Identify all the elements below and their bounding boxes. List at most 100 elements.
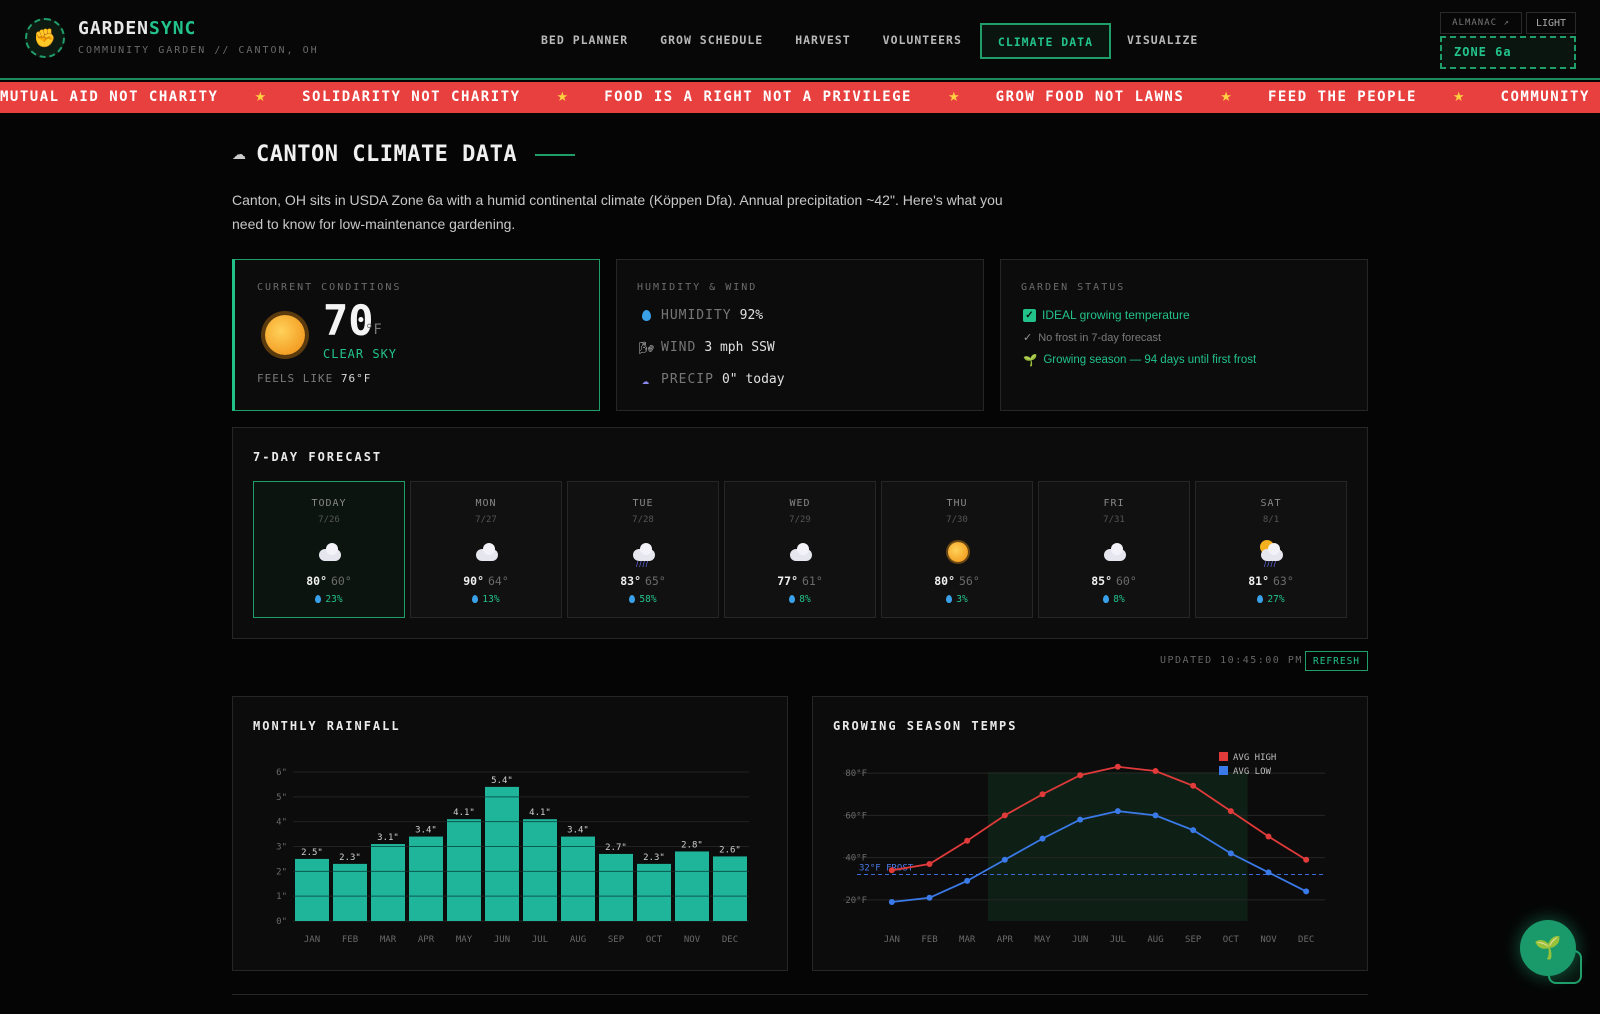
forecast-precip-value: 13%	[482, 594, 500, 605]
x-tick-label: SEP	[1185, 935, 1202, 945]
data-point[interactable]	[1265, 869, 1272, 876]
forecast-date: 7/28	[632, 515, 654, 525]
cloud-wind-icon: ☁	[232, 146, 246, 162]
forecast-high: 80°	[934, 574, 955, 588]
bar[interactable]	[295, 858, 329, 921]
brand-name[interactable]: GARDENSYNC	[78, 18, 196, 39]
forecast-day[interactable]: FRI 7/31 85° 60° 8%	[1038, 481, 1190, 618]
bar-value-label: 2.7"	[605, 843, 627, 853]
forecast-day-name: SAT	[1260, 498, 1282, 509]
data-point[interactable]	[1190, 782, 1197, 789]
forecast-date: 7/30	[946, 515, 968, 525]
bar-value-label: 3.4"	[415, 826, 437, 836]
data-point[interactable]	[1303, 856, 1310, 863]
bar[interactable]	[599, 853, 633, 921]
bar[interactable]	[561, 836, 595, 921]
forecast-day[interactable]: MON 7/27 90° 64° 13%	[410, 481, 562, 618]
forecast-day[interactable]: THU 7/30 80° 56° 3%	[881, 481, 1033, 618]
status-row-temp: ✓ IDEAL growing temperature	[1023, 308, 1190, 322]
garden-status-card: GARDEN STATUS ✓ IDEAL growing temperatur…	[1000, 259, 1368, 411]
x-tick-label: MAY	[456, 935, 473, 945]
bar[interactable]	[637, 863, 671, 921]
forecast-temps: 80° 60°	[254, 574, 404, 588]
data-point[interactable]	[964, 837, 971, 844]
data-point[interactable]	[888, 867, 895, 874]
y-tick-label: 5"	[276, 793, 287, 803]
forecast-precip: 23%	[254, 594, 404, 605]
raised-fist-icon[interactable]: ✊	[25, 18, 65, 58]
bar[interactable]	[523, 819, 557, 921]
sun-icon	[944, 540, 972, 564]
forecast-temps: 85° 60°	[1039, 574, 1189, 588]
forecast-day[interactable]: TODAY 7/26 80° 60° 23%	[253, 481, 405, 618]
ticker-track: MUTUAL AID NOT CHARITY ★ SOLIDARITY NOT CH…	[0, 89, 1600, 105]
forecast-day[interactable]: WED 7/29 77° 61° 8%	[724, 481, 876, 618]
droplet-icon	[639, 309, 653, 323]
data-point[interactable]	[1039, 835, 1046, 842]
y-tick-label: 60°F	[845, 811, 867, 821]
legend-swatch	[1219, 752, 1228, 761]
data-point[interactable]	[1001, 856, 1008, 863]
forecast-temps: 90° 64°	[411, 574, 561, 588]
x-tick-label: FEB	[342, 935, 358, 945]
cloud-icon	[316, 540, 344, 564]
nav-item-harvest[interactable]: HARVEST	[795, 33, 851, 47]
forecast-day-name: TODAY	[311, 498, 347, 509]
status-row-season: 🌱 Growing season — 94 days until first f…	[1023, 353, 1256, 367]
data-point[interactable]	[1001, 812, 1008, 819]
data-point[interactable]	[1077, 772, 1084, 779]
data-point[interactable]	[926, 860, 933, 867]
data-point[interactable]	[1039, 791, 1046, 798]
data-point[interactable]	[888, 898, 895, 905]
nav-item-grow-schedule[interactable]: GROW SCHEDULE	[660, 33, 764, 47]
data-point[interactable]	[964, 877, 971, 884]
forecast-date: 7/31	[1103, 515, 1125, 525]
bar[interactable]	[409, 836, 443, 921]
forecast-day-name: MON	[475, 498, 497, 509]
bar[interactable]	[371, 844, 405, 921]
data-point[interactable]	[1152, 768, 1159, 775]
droplet-icon	[789, 595, 796, 603]
seedling-fab-button[interactable]: 🌱	[1520, 920, 1576, 976]
card-label: HUMIDITY & WIND	[637, 282, 758, 293]
bar[interactable]	[713, 856, 747, 921]
brand-subtitle: COMMUNITY GARDEN // CANTON, OH	[78, 45, 319, 56]
data-point[interactable]	[1303, 888, 1310, 895]
nav-item-visualize[interactable]: VISUALIZE	[1127, 33, 1199, 47]
forecast-day[interactable]: TUE 7/28 //// 83° 65° 58%	[567, 481, 719, 618]
star-icon: ★	[254, 89, 267, 104]
nav-item-bed-planner[interactable]: BED PLANNER	[541, 33, 629, 47]
data-point[interactable]	[1077, 816, 1084, 823]
x-tick-label: AUG	[1147, 935, 1163, 945]
bar[interactable]	[447, 819, 481, 921]
zone-badge[interactable]: ZONE 6a	[1440, 36, 1576, 69]
legend-swatch	[1219, 766, 1228, 775]
growing-season-band	[988, 772, 1248, 921]
data-point[interactable]	[1190, 827, 1197, 834]
page-title: ☁ CANTON CLIMATE DATA	[232, 142, 576, 167]
forecast-day-name: THU	[946, 498, 968, 509]
data-point[interactable]	[1227, 808, 1234, 815]
bar[interactable]	[333, 863, 367, 921]
bar[interactable]	[675, 851, 709, 921]
nav-item-climate-data[interactable]: CLIMATE DATA	[979, 23, 1111, 59]
forecast-date: 7/27	[475, 515, 497, 525]
forecast-precip: 58%	[568, 594, 718, 605]
data-point[interactable]	[1114, 808, 1121, 815]
data-point[interactable]	[926, 894, 933, 901]
data-point[interactable]	[1227, 850, 1234, 857]
forecast-day[interactable]: SAT 8/1 //// 81° 63° 27%	[1195, 481, 1347, 618]
bar[interactable]	[485, 786, 519, 921]
refresh-button[interactable]: REFRESH	[1305, 651, 1368, 671]
x-tick-label: APR	[997, 935, 1014, 945]
forecast-high: 90°	[463, 574, 484, 588]
feels-like: FEELS LIKE 76°F	[257, 372, 371, 385]
rain-cloud-icon: ☁	[641, 372, 651, 387]
data-point[interactable]	[1152, 812, 1159, 819]
legend-label: AVG HIGH	[1233, 753, 1276, 763]
nav-item-volunteers[interactable]: VOLUNTEERS	[882, 33, 962, 47]
light-mode-toggle[interactable]: LIGHT	[1526, 12, 1576, 34]
almanac-link[interactable]: ALMANAC ↗	[1440, 12, 1522, 34]
data-point[interactable]	[1114, 763, 1121, 770]
data-point[interactable]	[1265, 833, 1272, 840]
